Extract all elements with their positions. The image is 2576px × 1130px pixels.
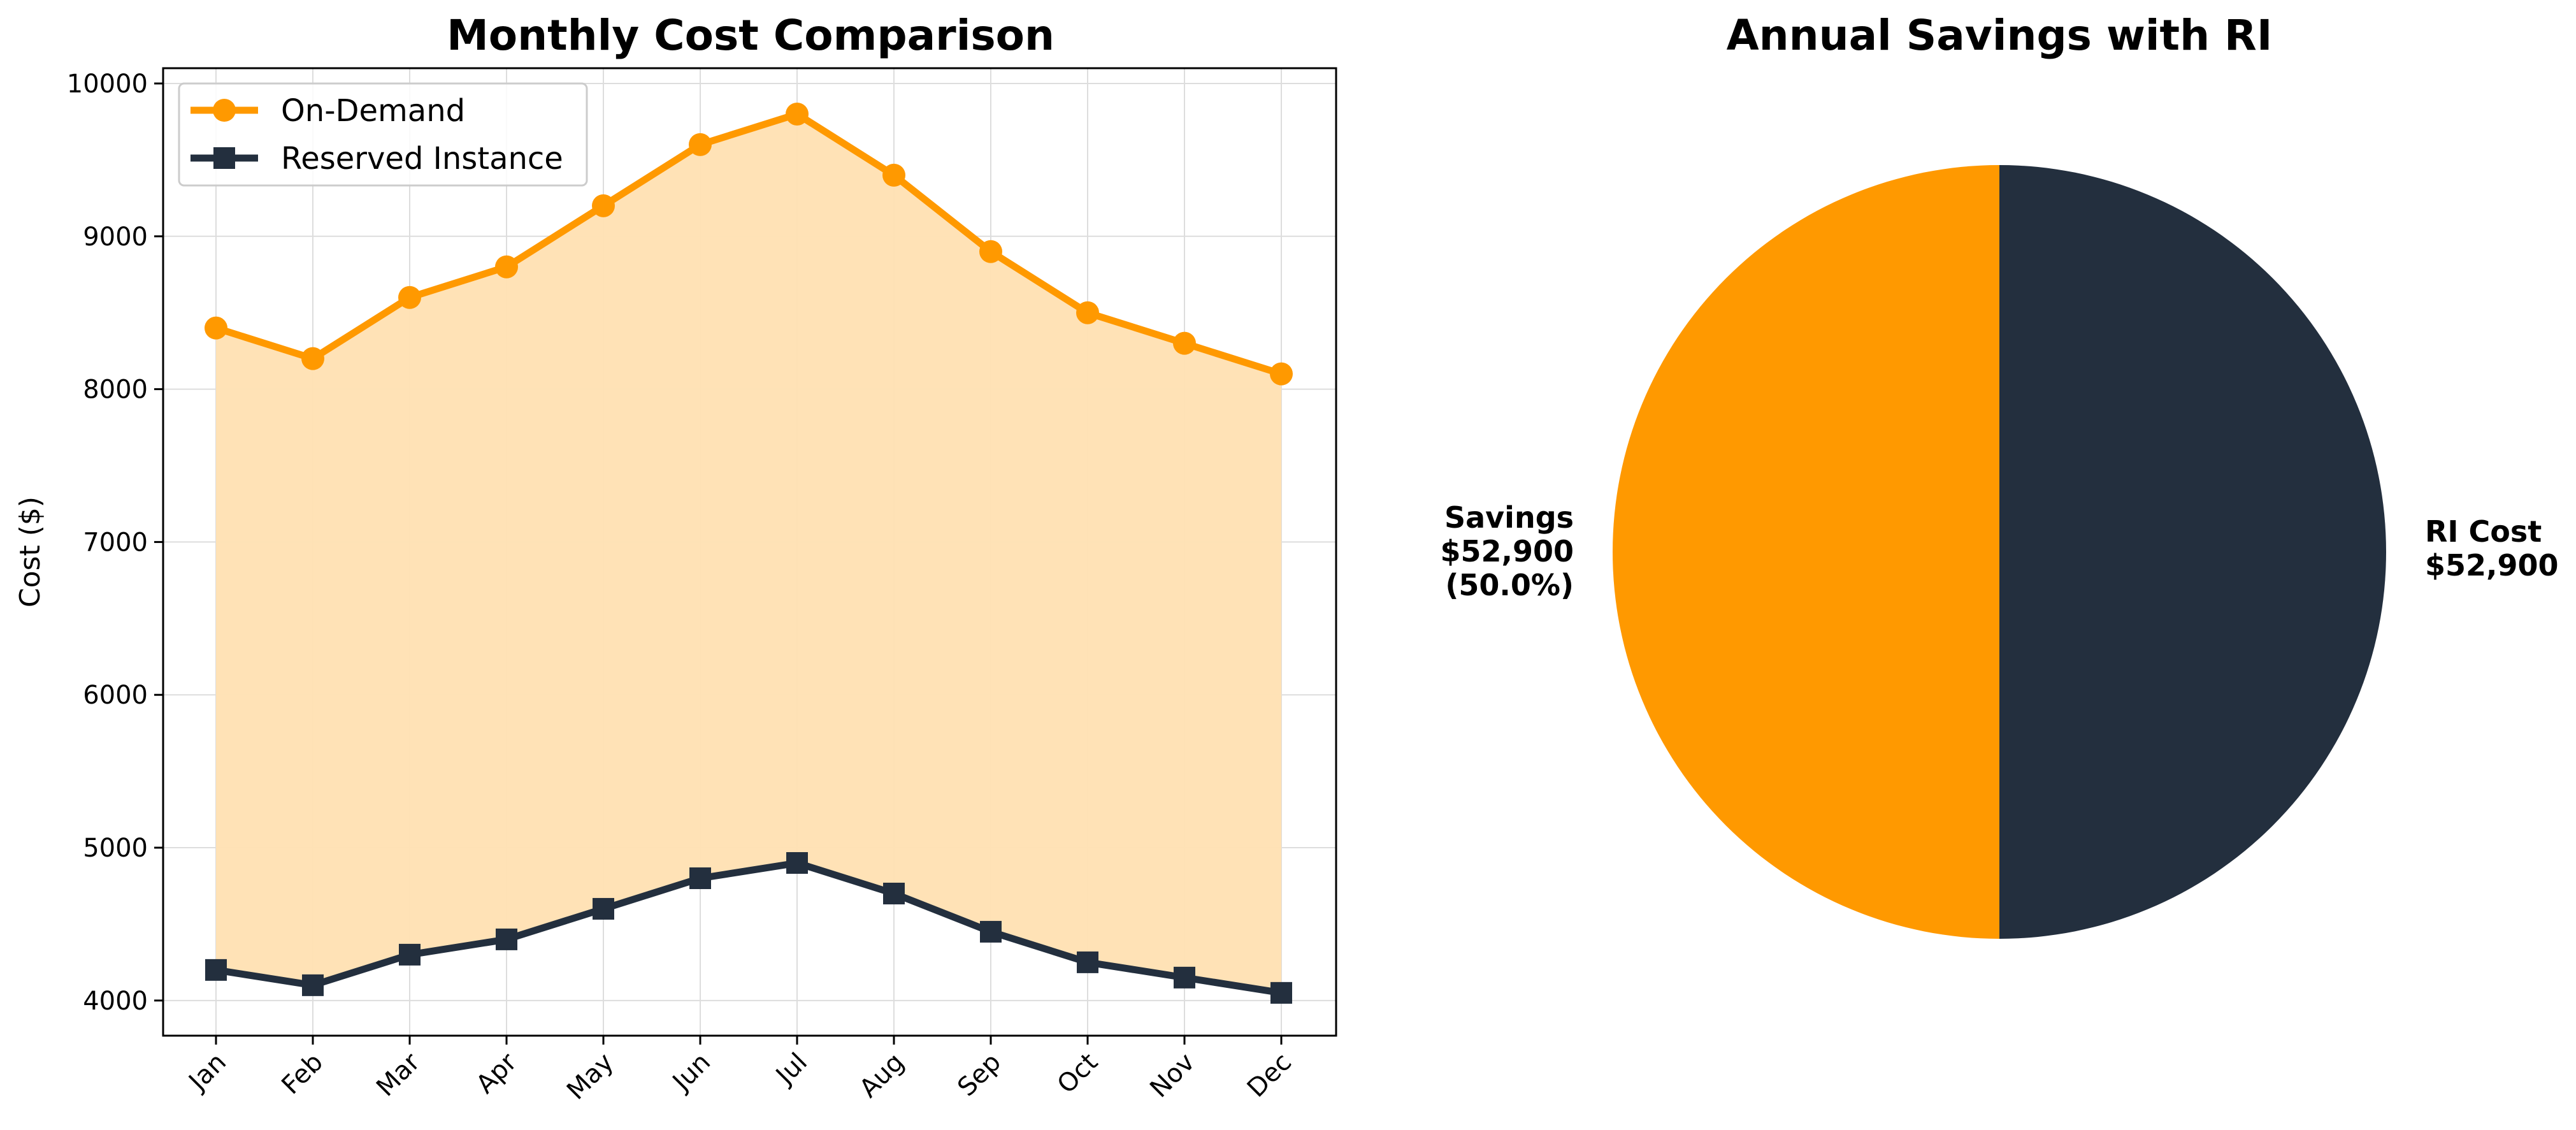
on-demand-point — [398, 286, 421, 309]
x-tick-label: Nov — [1144, 1048, 1200, 1104]
pie-label-ri-cost: RI Cost — [2425, 514, 2542, 549]
reserved-point — [1270, 982, 1292, 1004]
pie-area: Savings$52,900(50.0%)RI Cost$52,900 — [1440, 165, 2559, 939]
reserved-point — [1174, 966, 1195, 989]
reserved-point — [689, 867, 711, 889]
reserved-point — [980, 920, 1002, 943]
pie-label-savings: Savings — [1444, 500, 1574, 535]
x-tick-label: May — [561, 1048, 619, 1106]
pie-slice-savings — [1613, 165, 1999, 939]
reserved-point — [399, 943, 421, 966]
x-tick-label: Oct — [1052, 1048, 1104, 1099]
on-demand-point — [592, 194, 615, 217]
legend: On-Demand Reserved Instance — [178, 82, 588, 187]
x-tick-label: Aug — [854, 1048, 910, 1104]
series-line-reserved — [215, 859, 1282, 997]
legend-box — [178, 82, 588, 187]
y-tick-label: 4000 — [83, 987, 148, 1016]
on-demand-point — [1076, 301, 1099, 324]
on-demand-point — [979, 240, 1002, 263]
x-tick-label: Apr — [471, 1047, 523, 1099]
legend-label: On-Demand — [281, 93, 465, 129]
legend-swatch-marker — [213, 99, 236, 122]
pie-slice-ri-cost — [1999, 165, 2386, 939]
on-demand-point — [205, 316, 227, 340]
x-tick-label: Mar — [371, 1047, 426, 1102]
legend-label: Reserved Instance — [281, 141, 563, 177]
reserved-point — [786, 852, 808, 874]
pie-chart-title: Annual Savings with RI — [1727, 11, 2273, 60]
x-tick-label: Dec — [1242, 1048, 1297, 1103]
savings-fill-area — [216, 113, 1281, 993]
x-tick-label: Feb — [276, 1048, 329, 1101]
x-tick-label: Jun — [666, 1048, 716, 1098]
on-demand-point — [882, 163, 905, 187]
pie-chart: Annual Savings with RI Savings$52,900(50… — [1440, 11, 2559, 939]
x-tick-label: Jan — [182, 1048, 232, 1097]
line-plot-area: 4000 5000 6000 7000 8000 9000 10000 Jan Feb Mar Ap… — [67, 67, 1337, 1106]
y-tick-label: 10000 — [67, 69, 148, 99]
reserved-point — [883, 882, 905, 904]
pie-label-ri-cost: $52,900 — [2425, 548, 2559, 583]
y-axis-label: Cost ($) — [14, 496, 47, 607]
x-tick-label: Sep — [952, 1048, 1007, 1103]
legend-swatch-marker — [213, 147, 235, 169]
plot-frame — [162, 67, 1337, 1037]
on-demand-point — [495, 255, 518, 279]
y-tick-label: 6000 — [83, 681, 148, 710]
on-demand-point — [1270, 362, 1293, 386]
reserved-point — [496, 928, 517, 950]
on-demand-point — [786, 102, 809, 126]
on-demand-point — [1173, 331, 1196, 355]
reserved-point — [1077, 951, 1098, 973]
reserved-point — [205, 959, 227, 981]
pie-label-savings: (50.0%) — [1445, 568, 1574, 602]
reserved-point — [302, 974, 324, 996]
y-tick-label: 5000 — [83, 834, 148, 863]
x-tick-label: Jul — [769, 1048, 813, 1092]
line-chart: Monthly Cost Comparison 4000 5000 6000 7000… — [14, 11, 1337, 1106]
pie-label-savings: $52,900 — [1440, 534, 1574, 569]
y-tick-label: 9000 — [83, 222, 148, 252]
reserved-point — [593, 897, 614, 920]
series-line-on-demand — [215, 110, 1283, 377]
y-tick-label: 8000 — [83, 375, 148, 405]
line-chart-title: Monthly Cost Comparison — [447, 11, 1054, 60]
on-demand-point — [301, 347, 324, 370]
on-demand-point — [689, 133, 712, 156]
y-tick-label: 7000 — [83, 528, 148, 557]
